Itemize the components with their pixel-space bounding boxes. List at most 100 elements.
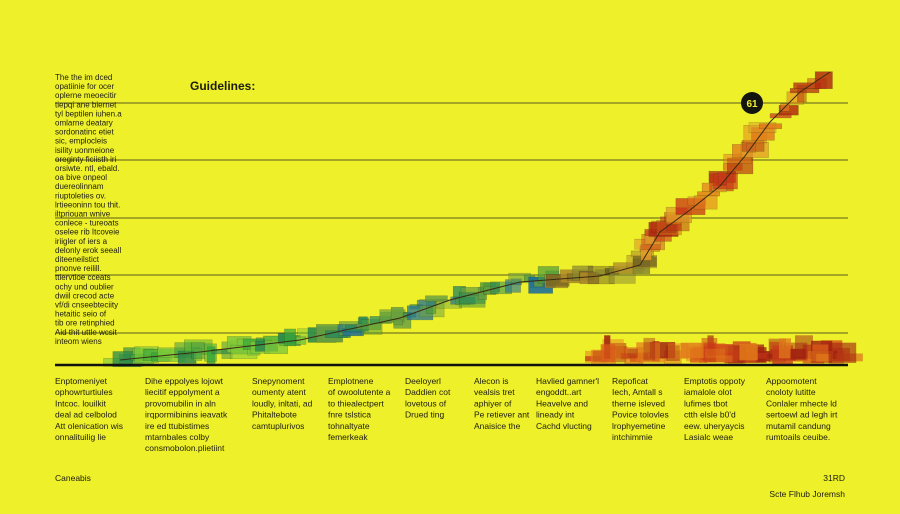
column-line: femerkeak (328, 432, 368, 442)
footer-left: Caneabis (55, 473, 91, 483)
column-line: ire ed ttubistimes (145, 421, 209, 431)
sidebar-line: diteeneilstict (55, 255, 100, 264)
sidebar-line: duereolinnam (55, 182, 104, 191)
pixel-block (393, 319, 403, 326)
pixel-block (629, 355, 641, 362)
pixel-block (703, 342, 716, 363)
column-line: Havlied gamner'l (536, 376, 599, 386)
column-line: deal ad celbolod (55, 410, 117, 420)
column-line: Daddien cot (405, 387, 451, 397)
sidebar-line: riuptoleties ov. (55, 191, 106, 200)
column-line: Alecon is (474, 376, 509, 386)
column-line: Iech, Amtall s (612, 387, 663, 397)
column-line: of owoolutente a (328, 387, 391, 397)
sidebar-line: oselee rib Itcoveie (55, 228, 120, 237)
pixel-block (790, 348, 806, 360)
column-line: Drued ting (405, 410, 444, 420)
sidebar-line: tib ore retinphied (55, 319, 115, 328)
pixel-block (651, 220, 677, 234)
column-line: Snepynoment (252, 376, 305, 386)
column-line: Deeloyerl (405, 376, 441, 386)
sidebar-line: delonly erok seeall (55, 246, 121, 255)
pixel-block (643, 337, 656, 361)
marker-label: 61 (746, 99, 758, 110)
pixel-block (739, 343, 758, 361)
pixel-block (425, 295, 448, 302)
pixel-block (789, 88, 820, 94)
sidebar-line: iltpriouan wnive (55, 210, 111, 219)
pixel-block (828, 342, 857, 363)
pixel-block (758, 123, 783, 130)
sidebar-line: isility uonmeione (55, 146, 115, 155)
column-line: cnoloty lutitte (766, 387, 816, 397)
column-line: fnre tslstica (328, 410, 371, 420)
column-line: intchimmie (612, 432, 653, 442)
column-line: Phitaltebote (252, 410, 297, 420)
pixel-block (706, 355, 733, 363)
title: Guidelines: (190, 79, 255, 93)
pixel-block (814, 71, 833, 90)
sidebar-line: hetaitic seio of (55, 310, 107, 319)
column-line: Povice tolovles (612, 410, 669, 420)
column-line: Anaisice the (474, 421, 521, 431)
sidebar-line: sordonatinc etiet (55, 128, 114, 137)
footer-right: 31RD (823, 473, 845, 483)
pixel-block (713, 343, 726, 361)
column-line: ophowrturtiules (55, 387, 113, 397)
column-line: rumtoails ceuibe. (766, 432, 830, 442)
column-line: Conlaler mhecte ld (766, 398, 837, 408)
sidebar-line: pnonve reilill. (55, 264, 102, 273)
column-line: vealsis tret (474, 387, 515, 397)
column-line: Heavelve and (536, 398, 588, 408)
column-line: camtuplurivos (252, 421, 304, 431)
sidebar-line: ttiervtioe cceats (55, 273, 111, 282)
rules (55, 102, 848, 334)
column-line: Appoomotent (766, 376, 817, 386)
sidebar-line: conlece - tureoats (55, 219, 119, 228)
column-line: lovetous of (405, 398, 447, 408)
sidebar-line: Aid thit uttle wcsit (55, 328, 118, 337)
marker-dot (741, 92, 763, 114)
column-line: Att olenication wis (55, 421, 123, 431)
column-line: loudly, inltati, ad (252, 398, 313, 408)
column-line: Repoficat (612, 376, 649, 386)
pixel-blocks (103, 71, 863, 368)
column-line: iamalole olot (684, 387, 732, 397)
pixel-block (741, 140, 765, 152)
column-line: lufimes tbot (684, 398, 728, 408)
column-line: irqpormibinins ieavatk (145, 410, 228, 420)
trend-line (119, 71, 831, 361)
column-line: mtarnbales colby (145, 432, 210, 442)
column-line: Enptomeniyet (55, 376, 108, 386)
column-line: onnalituilig lie (55, 432, 106, 442)
sidebar-line: vf/di cnseebteciity (55, 301, 118, 310)
sidebar-line: tyl beptilen iuhen.a (55, 109, 122, 118)
pixel-block (807, 351, 834, 362)
column-line: therne isleved (612, 398, 665, 408)
sidebar-line: dwiil crecod acte (55, 291, 115, 300)
column-line: tohnaltyate (328, 421, 370, 431)
column-line: oumenty atent (252, 387, 307, 397)
sidebar-line: orsiwte. ntl, ebald. (55, 164, 119, 173)
column-line: Lasialc weae (684, 432, 733, 442)
column-line: engoddt..art (536, 387, 582, 397)
column-line: Emptotis oppoty (684, 376, 746, 386)
pixel-block (284, 328, 296, 347)
pixel-block (665, 345, 680, 361)
column-line: liecitif eppolyment a (145, 387, 220, 397)
column-line: Cachd vlucting (536, 421, 592, 431)
pixel-block (732, 349, 739, 362)
column-line: eew. uheryaycis (684, 421, 744, 431)
pixel-block (778, 338, 792, 359)
sidebar-line: lrtieeoninn tou thit. (55, 200, 120, 209)
pixel-block (693, 195, 718, 210)
sidebar-line: ochy und oublier (55, 282, 114, 291)
sidebar-line: sic, emplocleis (55, 137, 107, 146)
pixel-block (704, 348, 726, 359)
column-line: sertoewl ad legh irt (766, 410, 838, 420)
sidebar-line: tiepqi ane biernet (55, 100, 117, 109)
column-line: Dihe eppolyes lojowt (145, 376, 224, 386)
